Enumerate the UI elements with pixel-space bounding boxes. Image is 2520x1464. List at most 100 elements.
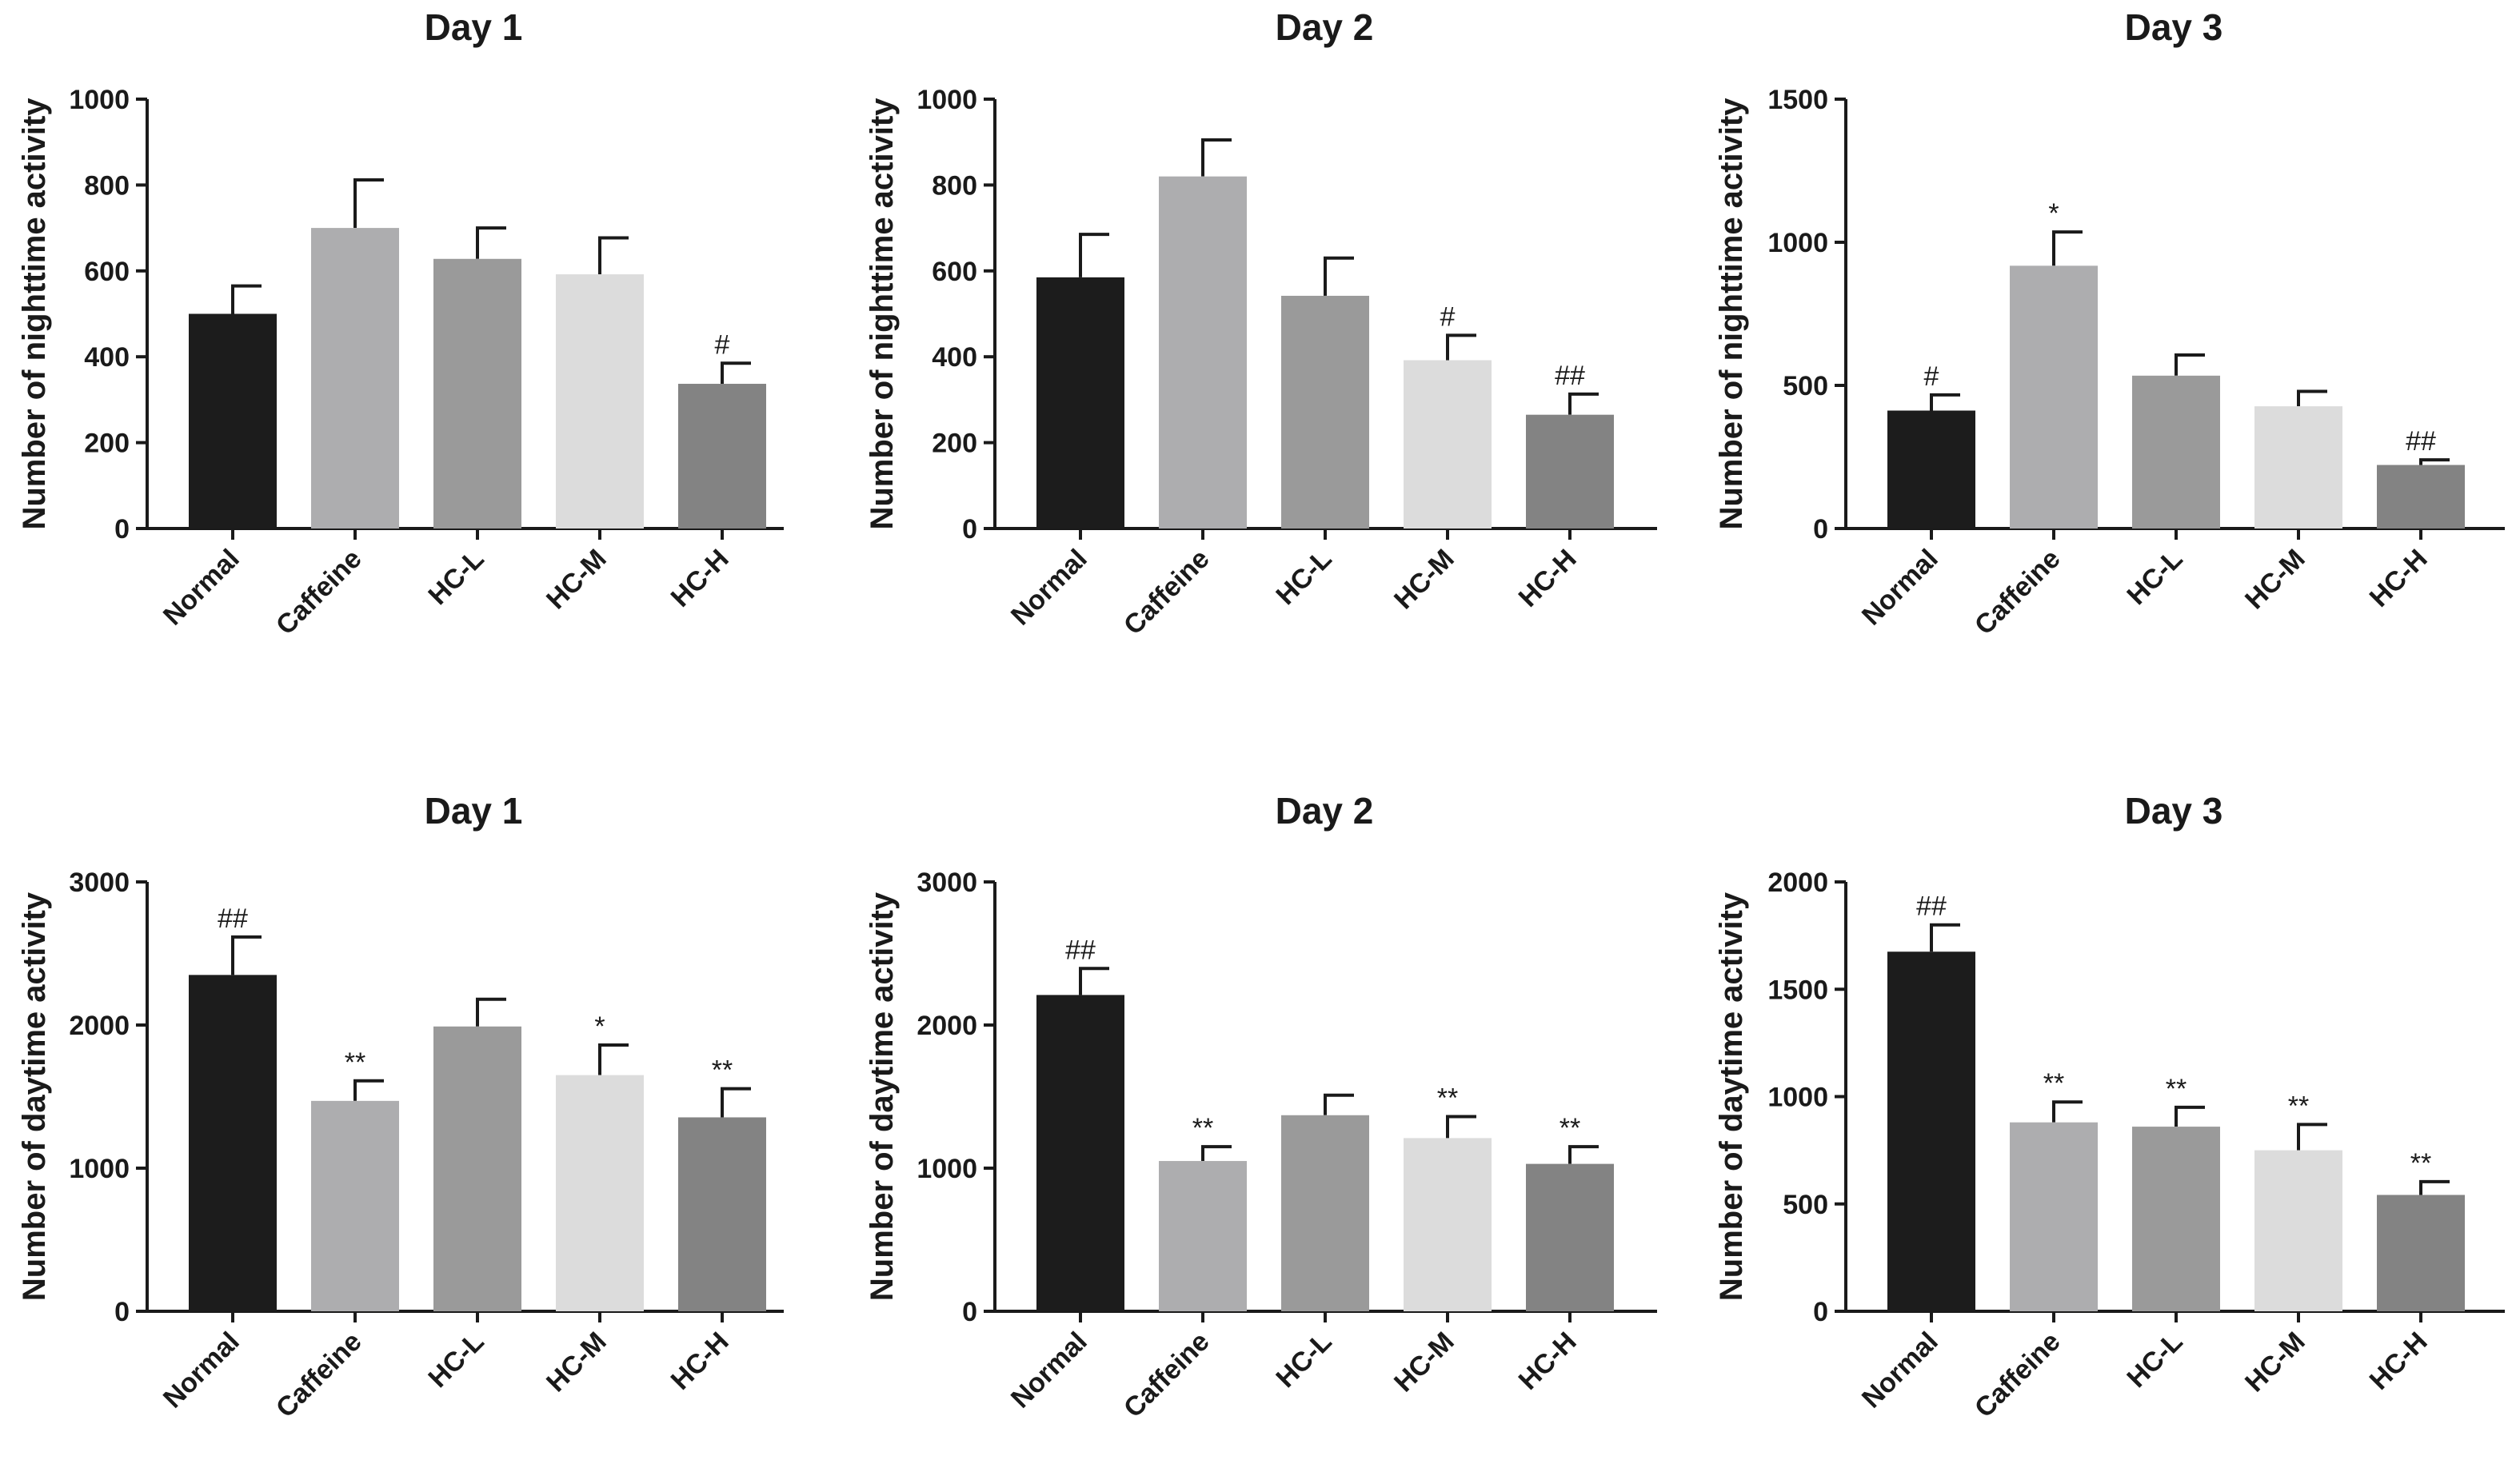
x-tick-label: HC-L [422, 1326, 489, 1394]
y-tick-label: 1000 [69, 85, 130, 115]
significance-marker: ## [2406, 426, 2436, 457]
y-tick-label: 1000 [1767, 1083, 1828, 1113]
bar-hc-l [1281, 295, 1369, 529]
y-tick-label: 1000 [69, 1154, 130, 1184]
y-tick-label: 1000 [917, 85, 977, 115]
y-tick-label: 400 [84, 342, 130, 373]
bar-hc-m [556, 1075, 644, 1311]
y-tick-label: 400 [932, 342, 977, 373]
x-tick-label: Caffeine [1969, 1326, 2067, 1424]
y-tick-label: 3000 [69, 868, 130, 898]
significance-marker: # [715, 329, 730, 360]
significance-marker: ** [2410, 1148, 2431, 1179]
bar-normal [189, 975, 277, 1311]
chart-panel-2: Day 2 Number of nighttime activity 0 200 400… [865, 6, 1657, 641]
y-tick-label: 500 [1783, 1190, 1828, 1220]
bar-normal [1036, 277, 1124, 529]
y-tick-label: 3000 [917, 868, 977, 898]
bar-hc-l [1281, 1115, 1369, 1311]
bar-hc-h [678, 384, 766, 529]
bar-caffeine [311, 228, 399, 529]
bar-normal [1036, 995, 1124, 1311]
bar-normal [1887, 410, 1975, 529]
y-axis-label: Number of daytime activity [17, 892, 52, 1301]
x-tick-label: HC-H [1513, 1326, 1583, 1396]
y-tick-label: 500 [1783, 371, 1828, 401]
x-tick-label: Caffeine [270, 544, 368, 641]
x-tick-label: Normal [158, 1326, 246, 1414]
bar-hc-m [2254, 406, 2342, 529]
significance-marker: * [594, 1011, 605, 1042]
x-tick-label: Normal [1005, 1326, 1093, 1414]
bar-caffeine [1159, 1161, 1247, 1311]
x-tick-label: HC-H [665, 544, 735, 613]
significance-marker: # [1440, 301, 1456, 332]
bar-hc-l [433, 1026, 521, 1311]
bar-caffeine [2010, 265, 2098, 529]
bar-caffeine [2010, 1122, 2098, 1311]
chart-panel-3: Day 3 Number of nighttime activity 0 500 100… [1714, 6, 2505, 641]
chart-title: Day 3 [2125, 790, 2223, 832]
y-tick-label: 0 [114, 514, 130, 545]
bar-normal [1887, 951, 1975, 1311]
y-tick-label: 200 [932, 429, 977, 459]
x-tick-label: Normal [1856, 544, 1944, 632]
significance-marker: ** [712, 1055, 733, 1086]
significance-marker: ** [1192, 1113, 1213, 1143]
y-axis-label: Number of daytime activity [865, 892, 900, 1301]
y-axis-label: Number of daytime activity [1714, 892, 1749, 1301]
x-tick-label: HC-H [665, 1326, 735, 1396]
x-tick-label: Caffeine [1118, 1326, 1216, 1424]
x-tick-label: HC-M [2239, 1326, 2311, 1398]
y-tick-label: 600 [84, 257, 130, 287]
significance-marker: ## [1916, 892, 1947, 922]
y-axis-label: Number of nighttime activity [17, 98, 52, 530]
y-tick-label: 0 [962, 1297, 977, 1327]
y-tick-label: 1500 [1767, 975, 1828, 1005]
y-tick-label: 1500 [1767, 85, 1828, 115]
x-tick-label: HC-L [1270, 1326, 1337, 1394]
chart-title: Day 1 [425, 6, 523, 48]
bar-hc-h [2377, 465, 2465, 529]
bar-hc-h [678, 1117, 766, 1311]
bar-hc-m [2254, 1150, 2342, 1311]
x-tick-label: HC-H [2364, 544, 2434, 613]
x-tick-label: Normal [158, 544, 246, 632]
x-tick-label: HC-M [541, 544, 613, 616]
x-tick-label: HC-M [541, 1326, 613, 1398]
significance-marker: ** [2043, 1068, 2064, 1099]
significance-marker: # [1924, 361, 1939, 392]
bar-hc-m [1404, 1138, 1492, 1311]
x-tick-label: HC-L [2121, 544, 2188, 611]
bar-caffeine [311, 1100, 399, 1311]
bar-normal [189, 313, 277, 529]
significance-marker: ** [1437, 1083, 1458, 1114]
bar-hc-l [433, 258, 521, 529]
chart-title: Day 2 [1276, 790, 1374, 832]
chart-panel-4: Day 1 Number of daytime activity 0 1000 2000… [17, 790, 784, 1424]
x-tick-label: HC-M [2239, 544, 2311, 616]
x-tick-label: HC-L [1270, 544, 1337, 611]
y-tick-label: 2000 [1767, 868, 1828, 898]
y-axis-label: Number of nighttime activity [1714, 98, 1749, 530]
x-tick-label: HC-M [1388, 1326, 1460, 1398]
y-axis-label: Number of nighttime activity [865, 98, 900, 530]
y-tick-label: 600 [932, 257, 977, 287]
y-tick-label: 0 [1813, 514, 1828, 545]
y-tick-label: 0 [114, 1297, 130, 1327]
y-tick-label: 0 [1813, 1297, 1828, 1327]
chart-title: Day 2 [1276, 6, 1374, 48]
bar-hc-h [1526, 414, 1614, 529]
chart-title: Day 1 [425, 790, 523, 832]
significance-marker: ## [1065, 935, 1096, 965]
bar-hc-h [1526, 1163, 1614, 1311]
bar-hc-l [2132, 375, 2220, 529]
chart-title: Day 3 [2125, 6, 2223, 48]
chart-panel-5: Day 2 Number of daytime activity 0 1000 2000… [865, 790, 1657, 1424]
y-tick-label: 2000 [917, 1011, 977, 1041]
chart-panel-1: Day 1 Number of nighttime activity 0 200 400… [17, 6, 784, 641]
significance-marker: ** [1560, 1113, 1580, 1143]
x-tick-label: Caffeine [1118, 544, 1216, 641]
y-tick-label: 0 [962, 514, 977, 545]
bar-hc-l [2132, 1127, 2220, 1311]
